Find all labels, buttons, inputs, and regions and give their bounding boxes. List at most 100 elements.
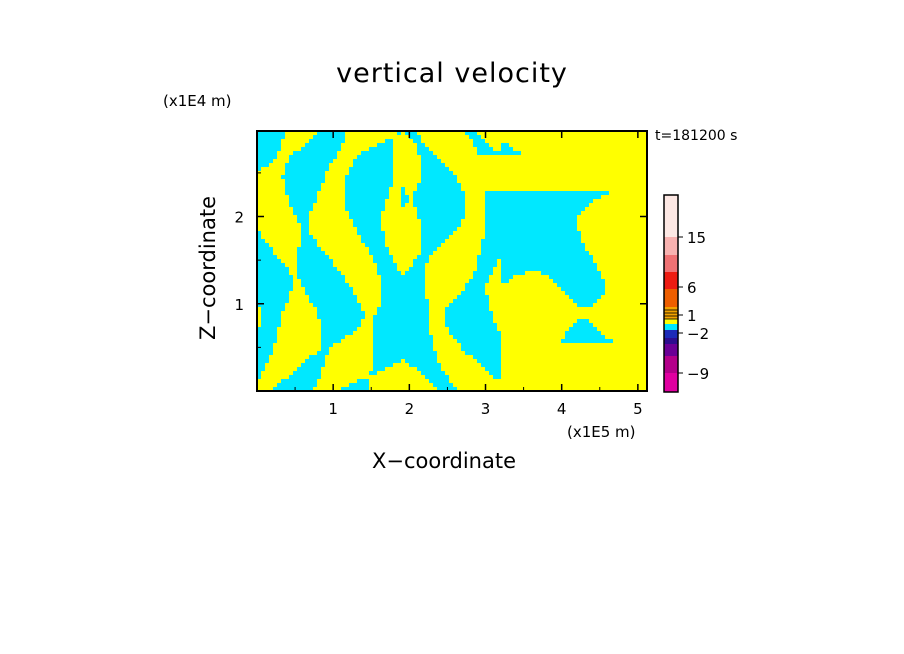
colorbar-tick-label: 15 xyxy=(687,229,706,247)
negative-velocity-cell xyxy=(257,239,265,243)
negative-velocity-cell xyxy=(565,291,605,295)
negative-velocity-cell xyxy=(257,287,293,291)
negative-velocity-cell xyxy=(577,319,589,323)
negative-velocity-cell xyxy=(485,207,585,211)
negative-velocity-cell xyxy=(297,219,309,223)
negative-velocity-cell xyxy=(433,383,453,387)
negative-velocity-cell xyxy=(257,259,281,263)
colorbar-swatch xyxy=(664,319,678,324)
negative-velocity-cell xyxy=(365,243,385,247)
negative-velocity-cell xyxy=(401,191,405,195)
negative-velocity-cell xyxy=(417,151,433,155)
negative-velocity-cell xyxy=(293,211,309,215)
negative-velocity-cell xyxy=(257,291,289,295)
negative-velocity-cell xyxy=(405,359,437,363)
negative-velocity-cell xyxy=(297,247,321,251)
negative-velocity-cell xyxy=(501,279,509,283)
negative-velocity-cell xyxy=(477,147,493,151)
colorbar-tick-label: 6 xyxy=(687,279,697,297)
negative-velocity-cell xyxy=(465,287,485,291)
negative-velocity-cell xyxy=(417,207,465,211)
negative-velocity-cell xyxy=(357,155,393,159)
negative-velocity-cell xyxy=(485,203,589,207)
negative-velocity-cell xyxy=(301,363,325,367)
negative-velocity-cell xyxy=(373,367,385,371)
negative-velocity-cell xyxy=(421,159,441,163)
negative-velocity-cell xyxy=(445,307,489,311)
negative-velocity-cell xyxy=(261,319,281,323)
negative-velocity-cell xyxy=(305,291,353,295)
negative-velocity-cell xyxy=(421,175,457,179)
negative-velocity-cell xyxy=(413,195,465,199)
colorbar-swatch xyxy=(664,324,678,330)
negative-velocity-cell xyxy=(313,303,361,307)
negative-velocity-cell xyxy=(449,327,497,331)
colorbar-swatch xyxy=(664,272,678,289)
negative-velocity-cell xyxy=(421,223,461,227)
negative-velocity-cell xyxy=(477,263,497,267)
plot-frame xyxy=(256,130,648,392)
negative-velocity-cell xyxy=(381,275,425,279)
negative-velocity-cell xyxy=(321,343,333,347)
negative-velocity-cell xyxy=(285,183,321,187)
negative-velocity-cell xyxy=(257,235,261,239)
negative-velocity-cell xyxy=(477,255,593,259)
negative-velocity-cell xyxy=(277,383,317,387)
negative-velocity-cell xyxy=(285,163,329,167)
negative-velocity-cell xyxy=(353,163,393,167)
colorbar-swatch xyxy=(664,338,678,344)
negative-velocity-cell xyxy=(421,243,441,247)
negative-velocity-cell xyxy=(421,171,453,175)
colorbar-swatch xyxy=(664,195,678,237)
negative-velocity-cell xyxy=(485,223,577,227)
negative-velocity-cell xyxy=(345,175,393,179)
x-axis-label: X−coordinate xyxy=(372,449,516,473)
negative-velocity-cell xyxy=(381,283,425,287)
negative-velocity-cell xyxy=(417,183,461,187)
negative-velocity-cell xyxy=(417,215,465,219)
z-axis-label: Z−coordinate xyxy=(196,196,220,340)
negative-velocity-cell xyxy=(357,379,369,383)
negative-velocity-cell xyxy=(317,351,329,355)
negative-velocity-cell xyxy=(373,331,429,335)
negative-velocity-cell xyxy=(261,311,281,315)
negative-velocity-cell xyxy=(485,367,501,371)
negative-velocity-cell xyxy=(381,303,429,307)
negative-velocity-cell xyxy=(421,163,445,167)
negative-velocity-cell xyxy=(461,291,485,295)
negative-velocity-cell xyxy=(257,143,281,147)
negative-velocity-cell xyxy=(297,255,329,259)
negative-velocity-cell xyxy=(317,131,345,135)
negative-velocity-cell xyxy=(485,215,577,219)
negative-velocity-cell xyxy=(477,267,493,271)
negative-velocity-cell xyxy=(369,147,393,151)
negative-velocity-cell xyxy=(369,247,389,251)
negative-velocity-cell xyxy=(469,135,481,139)
negative-velocity-cell xyxy=(485,227,577,231)
negative-velocity-cell xyxy=(481,247,585,251)
negative-velocity-cell xyxy=(285,171,325,175)
negative-velocity-cell xyxy=(345,191,389,195)
negative-velocity-cell xyxy=(377,267,397,271)
negative-velocity-cell xyxy=(421,219,461,223)
negative-velocity-cell xyxy=(373,347,433,351)
negative-velocity-cell xyxy=(373,259,393,263)
negative-velocity-cell xyxy=(421,247,437,251)
x-axis-unit: (x1E5 m) xyxy=(567,423,636,441)
negative-velocity-cell xyxy=(373,343,433,347)
negative-velocity-cell xyxy=(445,323,497,327)
negative-velocity-cell xyxy=(405,271,425,275)
x-tick-label: 5 xyxy=(633,400,643,418)
negative-velocity-cell xyxy=(385,139,393,143)
negative-velocity-cell xyxy=(409,135,421,139)
negative-velocity-cell xyxy=(297,251,325,255)
negative-velocity-cell xyxy=(477,259,497,263)
negative-velocity-cell xyxy=(473,139,485,143)
negative-velocity-cell xyxy=(373,315,429,319)
negative-velocity-cell xyxy=(301,231,309,235)
negative-velocity-cell xyxy=(257,331,277,335)
negative-velocity-cell xyxy=(297,263,333,267)
negative-velocity-cell xyxy=(373,327,429,331)
negative-velocity-cell xyxy=(257,343,273,347)
negative-velocity-cell xyxy=(289,155,337,159)
